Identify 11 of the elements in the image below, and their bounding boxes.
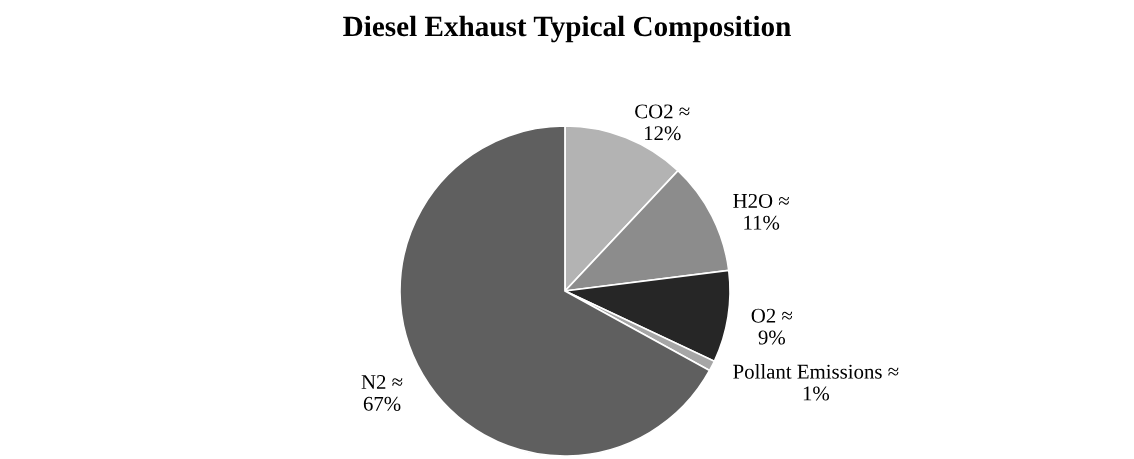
slice-label: N2 ≈ bbox=[361, 375, 403, 389]
slice-label: O2 ≈ bbox=[751, 308, 793, 323]
slice-label: Pollant Emissions ≈ bbox=[733, 364, 899, 379]
chart-title: Diesel Exhaust Typical Composition bbox=[343, 15, 791, 43]
slice-label: H2O ≈ bbox=[733, 193, 789, 208]
data-label: 67% bbox=[363, 396, 401, 411]
data-label: 12% bbox=[644, 126, 681, 141]
slice-label: CO2 ≈ bbox=[635, 104, 690, 119]
data-label: 11% bbox=[744, 215, 780, 230]
data-label: 1% bbox=[803, 386, 830, 401]
data-label: 9% bbox=[758, 330, 786, 345]
